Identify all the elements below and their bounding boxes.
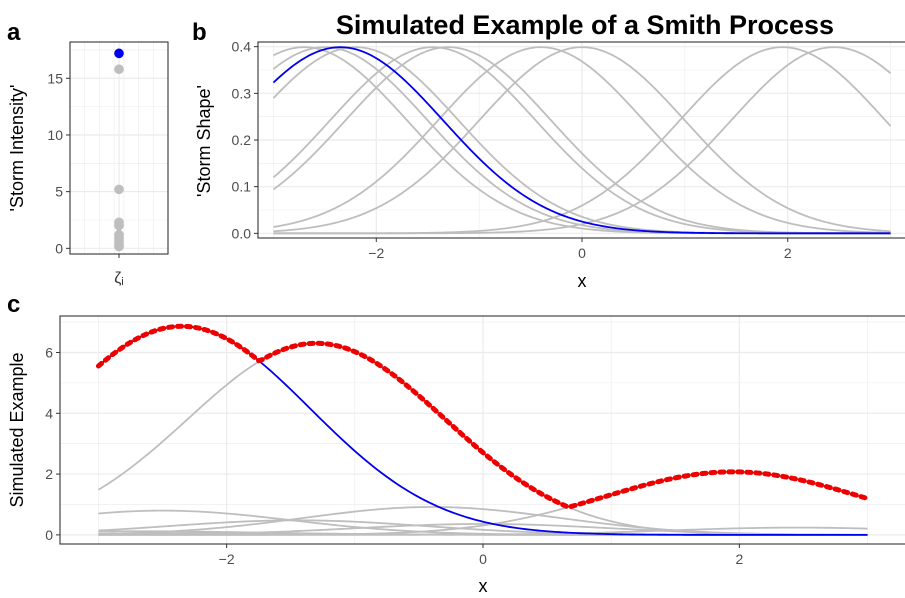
panel-c-simulated-example: −2 0 2 0 2 4 6 x Simulated Example [7,315,905,596]
panel-c-x-ticks: −2 0 2 [219,544,743,567]
storm-shape-curve [272,46,891,235]
panel-letter-b: b [192,19,207,46]
panel-b-x-title: x [578,271,587,291]
y-tick-label: 0 [55,240,63,256]
x-tick-label: 2 [784,245,792,261]
y-tick-label: 0 [45,527,53,543]
y-tick-label: 4 [45,405,53,421]
y-tick-label: 0.0 [232,225,252,241]
y-tick-label: 15 [47,70,63,86]
intensity-point [114,229,124,240]
storm-shape-curve [273,46,891,233]
y-tick-label: 5 [55,184,63,200]
intensity-point [114,217,124,228]
panel-c-curves [95,323,871,536]
panel-c-y-title: Simulated Example [7,352,27,507]
x-tick-label: 0 [479,551,487,567]
panel-b-y-ticks: 0.0 0.1 0.2 0.3 0.4 [232,39,258,241]
panel-b-x-ticks: −2 0 2 [368,238,792,261]
storm-shape-curve [273,46,892,235]
y-tick-label: 0.2 [232,132,252,148]
panel-a-y-title: 'Storm Intensity' [7,85,27,212]
figure-title: Simulated Example of a Smith Process [336,10,834,40]
x-tick-label: −2 [219,551,235,567]
max-envelope-curve [95,323,871,510]
panel-a-grid [70,42,168,254]
y-tick-label: 2 [45,466,53,482]
y-tick-label: 0.1 [232,179,252,195]
panel-letter-c: c [7,291,20,318]
y-tick-label: 0.4 [232,39,252,55]
y-tick-label: 0.3 [232,85,252,101]
panel-b-storm-shape: −2 0 2 0.0 0.1 0.2 0.3 0.4 x 'Storm Shape' [194,39,905,291]
panel-a-y-ticks: 0 5 10 15 [47,70,70,256]
panel-a-points [114,48,124,252]
x-tick-label: 0 [578,245,586,261]
panel-letter-a: a [7,19,21,46]
storm-shape-curve [273,46,891,234]
panel-a-x-tick-label: ζi [114,270,124,288]
intensity-point [114,184,124,195]
x-tick-label: 2 [735,551,743,567]
y-tick-label: 6 [45,344,53,360]
intensity-point [114,64,124,75]
x-tick-label: −2 [368,245,384,261]
panel-c-x-title: x [479,576,488,596]
panel-c-y-ticks: 0 2 4 6 [45,344,60,543]
panel-b-curves [272,46,892,235]
y-tick-label: 10 [47,127,63,143]
panel-b-y-title: 'Storm Shape' [194,85,214,197]
panel-a-storm-intensity: 0 5 10 15 ζi 'Storm Intensity' [7,41,169,288]
intensity-point [114,48,124,59]
